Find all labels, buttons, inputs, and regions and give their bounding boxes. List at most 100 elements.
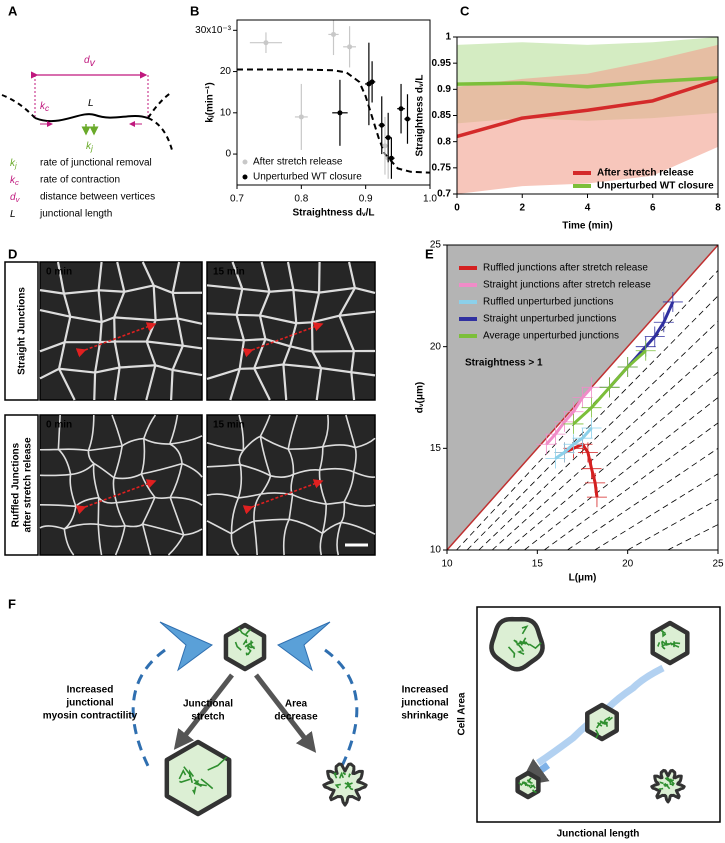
legend-label: Ruffled junctions after stretch release xyxy=(483,263,648,274)
junction-dashed xyxy=(147,91,173,119)
y-tick-label: 0.7 xyxy=(437,189,451,200)
legend-label: Unperturbed WT closure xyxy=(253,172,362,183)
point xyxy=(347,44,353,50)
legend-label: Ruffled unperturbed junctions xyxy=(483,297,613,308)
symbol: k xyxy=(86,141,92,152)
note-text: junctional xyxy=(65,698,113,709)
time-label: 15 min xyxy=(213,267,245,278)
legend-label: Unperturbed WT closure xyxy=(597,181,714,192)
plot-area xyxy=(447,245,718,550)
y-tick-label: 1 xyxy=(445,32,451,43)
actin xyxy=(507,625,542,658)
cycle-arc xyxy=(131,648,166,771)
point xyxy=(388,155,394,161)
straightness-guide xyxy=(491,346,718,550)
y-tick-label: 0.8 xyxy=(437,136,451,147)
legend-label: After stretch release xyxy=(253,157,343,168)
y-tick-label: 25 xyxy=(430,240,442,251)
kc-label: kc xyxy=(40,101,50,114)
point xyxy=(298,114,304,120)
legend-label: Straight unperturbed junctions xyxy=(483,314,616,325)
axes-frame xyxy=(456,36,719,195)
dv-label: dv xyxy=(84,55,96,69)
panel-label: C xyxy=(460,3,470,18)
y-axis-label: kⱼ(min⁻¹) xyxy=(205,82,216,122)
time-label: 0 min xyxy=(46,267,72,278)
y-tick-label: 0 xyxy=(225,149,231,160)
legend-text: distance between vertices xyxy=(40,192,155,203)
note-text: myosin contractility xyxy=(43,711,138,722)
x-tick-label: 25 xyxy=(712,559,724,570)
note-text: stretch xyxy=(191,712,224,723)
straightness-guide xyxy=(567,448,718,550)
point xyxy=(382,143,388,149)
note-text: Area xyxy=(285,699,308,710)
panel-label: B xyxy=(190,3,199,18)
x-axis-label: Time (min) xyxy=(562,221,612,232)
tracked-junction xyxy=(75,322,157,358)
actin xyxy=(178,756,228,796)
time-label: 0 min xyxy=(46,420,72,431)
x-tick-label: 0.7 xyxy=(230,194,244,205)
l-label: L xyxy=(88,98,94,109)
point xyxy=(331,31,336,37)
line xyxy=(545,386,593,446)
subscript: j xyxy=(90,143,94,153)
kj-label: kj xyxy=(86,141,94,154)
x-tick-label: 0 xyxy=(454,203,460,214)
y-tick-label: 15 xyxy=(430,443,442,454)
x-tick-label: 4 xyxy=(585,203,591,214)
cycle-arrowhead xyxy=(159,621,213,672)
x-tick-label: 20 xyxy=(622,559,634,570)
time-label: 15 min xyxy=(213,420,245,431)
x-axis-label: L(μm) xyxy=(569,573,597,584)
legend-label: Straight junctions after stretch release xyxy=(483,280,651,291)
straightness-guide xyxy=(627,498,718,550)
plot-area xyxy=(457,37,718,194)
axes-frame xyxy=(446,244,719,551)
note-text: shrinkage xyxy=(401,711,449,722)
y-tick-label: 20 xyxy=(430,341,442,352)
legend-label: Average unperturbed junctions xyxy=(483,331,619,342)
transition-arrow xyxy=(173,673,234,750)
note-text: Junctional xyxy=(183,699,233,710)
subscript: c xyxy=(45,103,50,113)
symbol: L xyxy=(10,209,16,220)
x-axis-label: Junctional length xyxy=(557,829,640,840)
row-title-box xyxy=(4,261,39,401)
axes-frame xyxy=(236,19,431,186)
line xyxy=(457,76,718,89)
actin xyxy=(234,627,256,656)
actin xyxy=(657,629,681,650)
subscript: v xyxy=(90,57,96,69)
legend-symbol: kj xyxy=(10,158,17,170)
symbol: L xyxy=(88,98,94,109)
subscript: c xyxy=(15,178,19,187)
legend-text: rate of junctional removal xyxy=(40,158,152,169)
tracked-junction xyxy=(75,479,157,515)
x-tick-label: 2 xyxy=(519,203,525,214)
point xyxy=(337,110,343,116)
plot-area xyxy=(237,20,430,179)
point xyxy=(398,106,404,112)
point xyxy=(379,122,385,128)
y-tick-label: 30x10⁻³ xyxy=(195,25,232,36)
cell xyxy=(164,739,232,817)
legend-text: junctional length xyxy=(39,209,112,220)
y-tick-label: 0.75 xyxy=(432,162,452,173)
tracked-junction xyxy=(242,322,324,358)
y-axis-label: Straightness dᵥ/L xyxy=(415,75,426,157)
y-axis-label: dᵥ(μm) xyxy=(415,382,426,413)
point xyxy=(385,135,391,141)
actin xyxy=(518,777,537,794)
note-text: decrease xyxy=(274,712,318,723)
legend-symbol: kc xyxy=(10,175,19,187)
y-tick-label: 0.9 xyxy=(437,84,451,95)
fit-curve xyxy=(237,68,430,174)
point xyxy=(369,79,375,85)
x-tick-label: 0.8 xyxy=(294,194,308,205)
legend-marker xyxy=(242,174,248,180)
symbol: d xyxy=(10,192,16,203)
x-tick-label: 8 xyxy=(715,203,721,214)
